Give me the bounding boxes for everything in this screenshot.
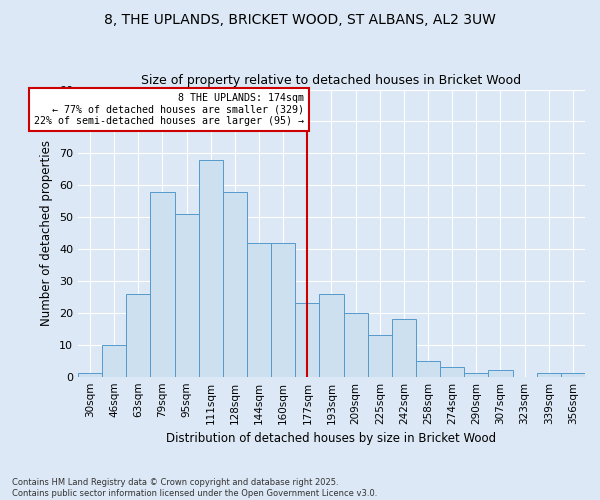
Text: 8, THE UPLANDS, BRICKET WOOD, ST ALBANS, AL2 3UW: 8, THE UPLANDS, BRICKET WOOD, ST ALBANS,… — [104, 12, 496, 26]
Y-axis label: Number of detached properties: Number of detached properties — [40, 140, 53, 326]
Bar — [126, 294, 151, 376]
Bar — [344, 313, 368, 376]
Bar — [78, 374, 102, 376]
Bar — [247, 242, 271, 376]
Bar — [295, 304, 319, 376]
Bar — [464, 374, 488, 376]
Text: 8 THE UPLANDS: 174sqm
← 77% of detached houses are smaller (329)
22% of semi-det: 8 THE UPLANDS: 174sqm ← 77% of detached … — [34, 92, 304, 126]
Bar — [199, 160, 223, 376]
Bar — [223, 192, 247, 376]
Text: Contains HM Land Registry data © Crown copyright and database right 2025.
Contai: Contains HM Land Registry data © Crown c… — [12, 478, 377, 498]
X-axis label: Distribution of detached houses by size in Bricket Wood: Distribution of detached houses by size … — [166, 432, 497, 445]
Bar — [440, 367, 464, 376]
Bar — [537, 374, 561, 376]
Bar — [488, 370, 512, 376]
Bar — [319, 294, 344, 376]
Bar — [271, 242, 295, 376]
Title: Size of property relative to detached houses in Bricket Wood: Size of property relative to detached ho… — [142, 74, 521, 87]
Bar — [151, 192, 175, 376]
Bar — [416, 360, 440, 376]
Bar — [392, 320, 416, 376]
Bar — [561, 374, 585, 376]
Bar — [368, 335, 392, 376]
Bar — [102, 345, 126, 376]
Bar — [175, 214, 199, 376]
